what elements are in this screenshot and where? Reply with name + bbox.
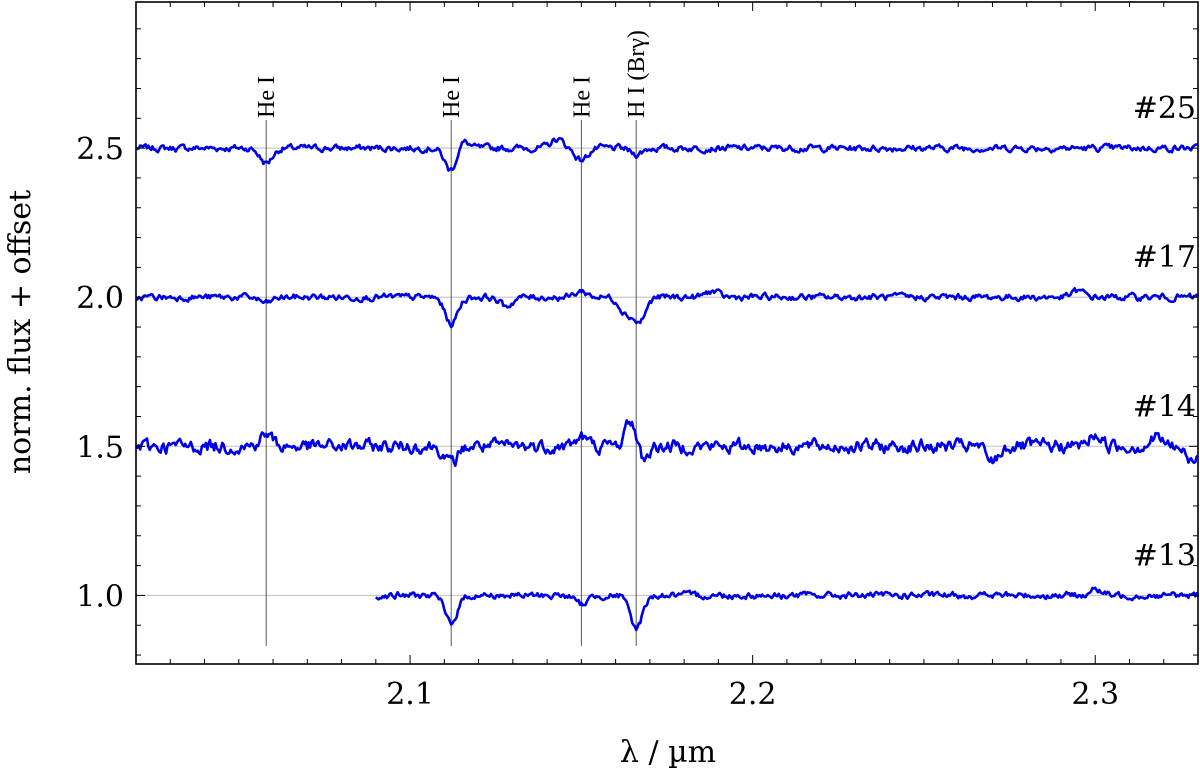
- series-label: #25: [1133, 91, 1196, 126]
- spectral-line-label: He I: [254, 76, 280, 118]
- y-tick-label: 2.5: [76, 132, 124, 167]
- series-label: #13: [1133, 538, 1196, 573]
- spectrum-line: [135, 136, 1199, 172]
- y-tick-label: 1.5: [76, 430, 124, 465]
- spectrum-line: [134, 419, 1199, 467]
- spectral-line-label: He I: [439, 76, 465, 118]
- offset-reference-lines: [136, 147, 1198, 597]
- x-axis-title: λ / µm: [620, 735, 716, 770]
- y-tick-label: 1.0: [76, 579, 124, 614]
- series-label: #14: [1133, 389, 1196, 424]
- x-axis-ticks: 2.1 2.2 2.3: [169, 2, 1199, 712]
- spectrum-line: [374, 586, 1200, 632]
- series-labels: #25 #17 #14 #13: [1133, 91, 1196, 573]
- spectral-line-label: He I: [569, 76, 595, 118]
- x-tick-label: 2.2: [729, 677, 777, 712]
- spectra-series: [134, 136, 1200, 632]
- spectral-line-labels: He I He I He I H I (Brγ): [254, 30, 650, 118]
- y-tick-label: 2.0: [76, 281, 124, 316]
- x-tick-label: 2.3: [1071, 677, 1119, 712]
- x-tick-label: 2.1: [386, 677, 434, 712]
- spectral-line-markers: [265, 120, 637, 646]
- plot-frame: [135, 1, 1199, 665]
- spectral-line-label: H I (Brγ): [624, 30, 650, 118]
- series-label: #17: [1133, 240, 1196, 275]
- y-axis-title: norm. flux + offset: [3, 190, 38, 474]
- spectrum-line: [135, 287, 1200, 329]
- y-axis-ticks: 1.0 1.5 2.0 2.5: [76, 28, 1198, 656]
